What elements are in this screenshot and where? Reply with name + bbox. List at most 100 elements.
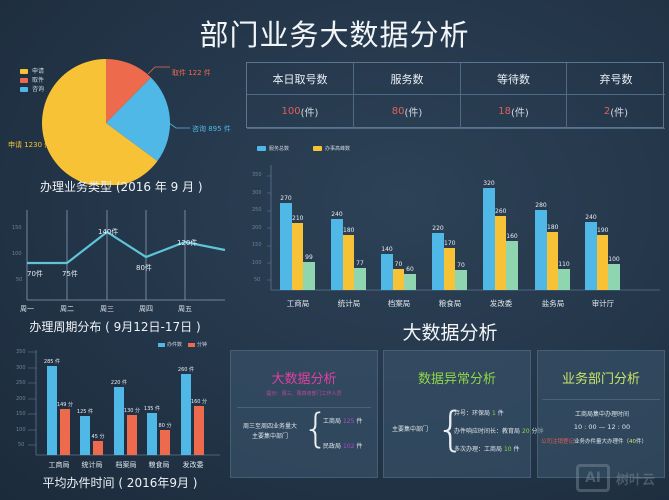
card-line-1: 弃号：环保局 1 件 [454,408,504,417]
card-line-3: 多次办理：工商局 10 件 [454,444,520,453]
stats-value-abandoned: 2 (件) [567,95,665,129]
line-number: 20 [521,428,530,435]
dept-line-1: 工商局集中办理时间 [574,411,629,418]
line-text: 多次办理：工商局 [454,446,503,453]
y-tick: 100 [16,427,26,433]
x-tick: 统计局 [337,299,361,308]
line-text: 民政局 [323,443,342,450]
legend-label: 取件 [32,77,45,84]
line-unit: 件 [513,446,520,453]
stats-unit: (件) [510,108,529,119]
y-tick: 150 [16,411,26,417]
pie-chart [42,59,190,185]
legend-label: 服务总数 [269,146,290,152]
legend-label: 申请 [32,68,45,75]
dept-card: 业务部门分析 工商局集中办理时间 10 : 00 — 12 : 00 公司注销登… [537,350,665,478]
bar-value: 135 件 [143,406,161,412]
x-tick: 粮食局 [438,299,462,308]
card-title: 大数据分析 [271,372,337,387]
y-tick: 200 [16,396,26,402]
avg-chart-legend: 办件数 分钟 [158,341,207,348]
line-highlight: 公司注销登记 [541,439,575,445]
dept-line-3: 公司注销登记业务办件量大办理件（40件） [541,437,647,445]
point-label: 75件 [62,270,78,278]
bar-value: 210 [292,215,304,222]
pie-slice-pickup[interactable] [106,59,151,123]
bar-value: 260 [495,208,507,215]
stats-table: 本日取号数 服务数 等待数 弃号数 100 (件) 80 (件) 18 (件) 2 (件… [246,62,665,129]
legend-item-count[interactable]: 办件数 [158,341,182,348]
y-tick: 150 [12,225,22,231]
line-text: 业务办件量大办理件（ [574,439,630,445]
y-tick: 50 [254,277,261,283]
stats-unit: (件) [404,108,423,119]
y-tick: 150 [252,242,262,248]
dept-line-2: 10 : 00 — 12 : 00 [573,423,631,431]
legend-label: 分钟 [197,342,208,348]
y-tick: 50 [18,442,25,448]
card-line-2: 民政局 102 件 [323,441,362,450]
y-tick: 50 [16,277,23,283]
bar-value: 100 [608,256,620,263]
x-tick: 周三 [100,305,114,313]
line-number: 40 [629,439,637,445]
stats-number: 2 [603,106,611,117]
y-tick: 350 [252,172,262,178]
y-tick: 100 [252,260,262,266]
pie-label-pickup: 取件 122 件 [172,69,211,77]
x-tick: 周二 [60,305,74,313]
legend-swatch-blue [257,146,266,151]
x-tick: 工商局 [286,299,310,308]
legend-item-consult[interactable]: 咨询 [20,85,44,94]
bar-value: 280 [535,202,547,209]
pie-legend: 申请 取件 咨询 [20,67,44,94]
stats-number: 100 [281,106,301,117]
bar-value: 190 [597,227,609,234]
stats-header-waiting: 等待数 [461,63,567,95]
legend-label: 办件数 [167,342,183,348]
bar-value: 80 分 [158,423,172,429]
bar-value: 320 [483,180,495,187]
brace-icon: { [303,406,329,452]
line-number: 10 [503,446,512,453]
x-tick: 周一 [20,305,34,313]
stats-header-abandoned: 弃号数 [567,63,665,95]
bar-value: 130 分 [123,408,141,414]
legend-item-peak[interactable]: 办事高峰数 [313,145,350,152]
bar-value: 285 件 [43,359,61,365]
stats-header-taken: 本日取号数 [247,63,354,95]
bar-value: 220 [432,225,444,232]
y-tick: 300 [16,365,26,371]
legend-item-minutes[interactable]: 分钟 [188,341,207,348]
legend-label: 办事高峰数 [325,146,351,152]
x-tick: 周四 [139,305,153,313]
point-label: 120件 [177,239,198,247]
bar-value: 70 [394,261,403,268]
bar-value: 125 件 [76,409,94,415]
legend-item-pickup[interactable]: 取件 [20,76,44,85]
avg-chart-title: 平均办件时间 ( 2016年9月 ) [42,476,198,490]
bar-value: 70 [457,262,465,269]
legend-label: 咨询 [32,86,45,93]
big-data-card: 大数据分析 提示：周三、周四该部门工作人员 周三至周四业务量大 主要集中部门 {… [230,350,378,478]
pie-slice-consult[interactable] [106,77,170,162]
legend-item-apply[interactable]: 申请 [20,67,44,76]
anomaly-card: 数据异常分析 主要集中部门 { 弃号：环保局 1 件 办件响应时间长：教育局 2… [383,350,544,478]
line-number: 1 [491,410,496,417]
card-line-2: 办件响应时间长：教育局 20 分钟 [454,426,544,435]
line-text: 办件响应时间长：教育局 [454,428,521,435]
avg-time-bar-chart [28,350,220,456]
pie-slice-apply[interactable] [42,59,158,185]
x-tick: 审计厅 [591,299,615,308]
stats-number: 80 [391,106,405,117]
bar-value: 45 分 [91,434,105,440]
x-tick: 档案局 [115,461,137,469]
legend-swatch-red [20,78,28,83]
legend-item-total[interactable]: 服务总数 [257,145,289,152]
bar-value: 240 [585,214,597,221]
card-subtitle: 提示：周三、周四该部门工作人员 [266,391,342,397]
stats-value-taken: 100 (件) [247,95,354,129]
stats-number: 18 [498,106,511,117]
bar-value: 99 [305,254,313,261]
legend-swatch-yellow [20,69,28,74]
